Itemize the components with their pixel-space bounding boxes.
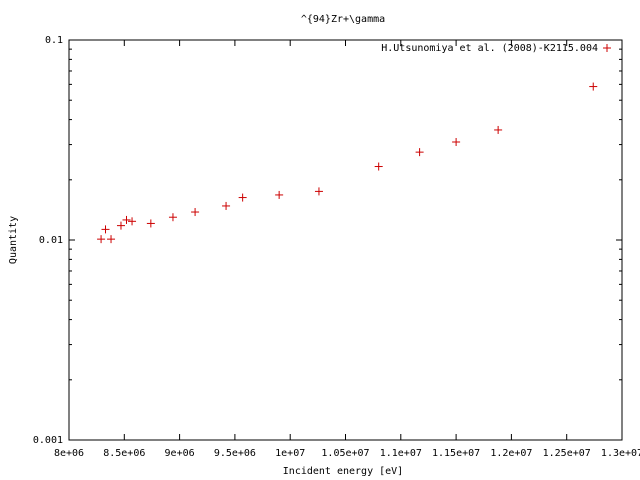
data-point bbox=[589, 82, 598, 91]
y-tick-label: 0.1 bbox=[45, 35, 63, 46]
legend-marker bbox=[603, 44, 611, 52]
y-axis-label: Quantity bbox=[8, 216, 19, 264]
data-points bbox=[97, 82, 598, 244]
x-tick-label: 1.15e+07 bbox=[432, 448, 480, 459]
x-tick-label: 1e+07 bbox=[275, 448, 305, 459]
data-point bbox=[128, 217, 137, 226]
x-axis-label: Incident energy [eV] bbox=[283, 466, 403, 477]
plot-frame bbox=[68, 39, 623, 441]
x-tick-label: 1.2e+07 bbox=[490, 448, 532, 459]
data-point bbox=[122, 215, 131, 224]
x-tick-label: 8.5e+06 bbox=[103, 448, 145, 459]
data-point bbox=[415, 148, 424, 157]
x-tick-label: 1.05e+07 bbox=[321, 448, 369, 459]
data-point bbox=[494, 125, 503, 134]
x-tick-label: 1.1e+07 bbox=[380, 448, 422, 459]
x-tick-label: 1.3e+07 bbox=[601, 448, 640, 459]
data-point bbox=[191, 208, 200, 217]
legend: H.Utsunomiya et al. (2008)-K2115.004 bbox=[381, 43, 611, 54]
x-tick-label: 1.25e+07 bbox=[543, 448, 591, 459]
data-point bbox=[97, 235, 106, 244]
y-tick-label: 0.01 bbox=[39, 235, 63, 246]
data-point bbox=[168, 213, 177, 222]
data-point bbox=[275, 190, 284, 199]
x-tick-label: 8e+06 bbox=[54, 448, 84, 459]
data-point bbox=[238, 193, 247, 202]
data-point bbox=[222, 201, 231, 210]
data-point bbox=[107, 235, 116, 244]
x-tick-label: 9e+06 bbox=[165, 448, 195, 459]
y-tick-labels: 0.001 0.01 0.1 bbox=[33, 35, 63, 446]
data-point bbox=[452, 138, 461, 147]
data-point bbox=[374, 162, 383, 171]
x-tick-labels: 8e+06 8.5e+06 9e+06 9.5e+06 1e+07 1.05e+07 1.1… bbox=[54, 448, 640, 459]
legend-entry-label: H.Utsunomiya et al. (2008)-K2115.004 bbox=[381, 43, 598, 54]
data-point bbox=[314, 187, 323, 196]
data-point bbox=[101, 225, 110, 234]
x-tick-label: 9.5e+06 bbox=[214, 448, 256, 459]
axis-ticks bbox=[68, 39, 623, 441]
y-tick-label: 0.001 bbox=[33, 435, 63, 446]
data-point bbox=[146, 219, 155, 228]
chart-title: ^{94}Zr+\gamma bbox=[301, 14, 385, 25]
data-point bbox=[116, 221, 125, 230]
